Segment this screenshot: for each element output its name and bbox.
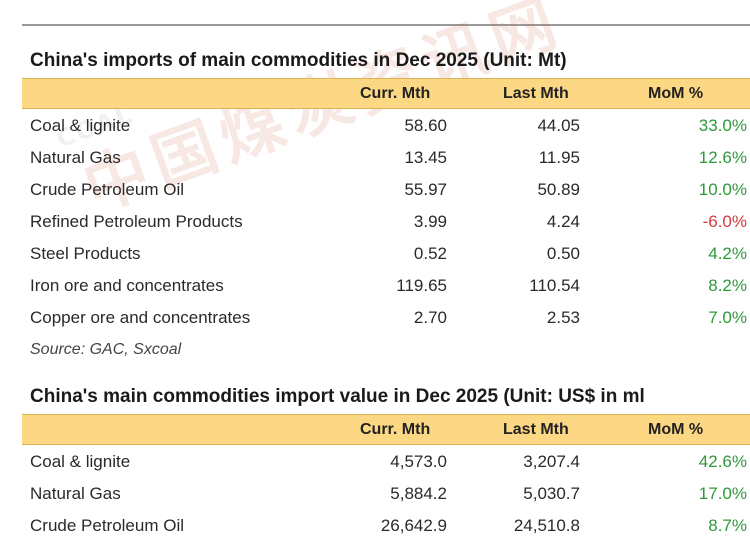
row-last-mth-value: 110.54 [529, 276, 580, 295]
row-curr-mth-value: 58.60 [404, 116, 447, 135]
row-last-mth-value: 4.24 [546, 212, 580, 231]
row-curr-mth-value: 26,642.9 [380, 516, 447, 535]
table2-header-curr-mth: Curr. Mth [360, 421, 431, 438]
row-last-mth-value: 3,207.4 [523, 452, 580, 471]
row-last-mth-value: 2.53 [546, 308, 580, 327]
row-commodity-name: Crude Petroleum Oil [30, 180, 185, 199]
row-commodity-name: Crude Petroleum Oil [30, 516, 185, 535]
table2-header-last-mth: Last Mth [503, 421, 569, 438]
row-mom-value: 4.2% [708, 244, 747, 263]
row-last-mth-value: 24,510.8 [513, 516, 580, 535]
table2-header: Curr. Mth Last Mth MoM % [22, 414, 750, 445]
row-mom-value: 8.2% [708, 276, 747, 295]
table-row: Refined Petroleum Products 3.99 4.24 -6.0% [22, 206, 750, 238]
top-rule [22, 24, 750, 26]
row-commodity-name: Iron ore and concentrates [30, 276, 224, 295]
row-curr-mth-value: 119.65 [396, 276, 447, 295]
table-row: Crude Petroleum Oil 55.97 50.89 10.0% [22, 174, 750, 206]
row-curr-mth-value: 0.52 [413, 244, 447, 263]
row-last-mth-value: 50.89 [537, 180, 580, 199]
row-mom-value: -6.0% [702, 212, 747, 231]
row-mom-value: 33.0% [698, 116, 747, 135]
row-commodity-name: Coal & lignite [30, 452, 131, 471]
table1-source: Source: GAC, Sxcoal [30, 341, 182, 358]
table-row: Natural Gas 13.45 11.95 12.6% [22, 142, 750, 174]
row-last-mth-value: 5,030.7 [523, 484, 580, 503]
table-row: Steel Products 0.52 0.50 4.2% [22, 238, 750, 270]
table-row: Iron ore and concentrates 119.65 110.54 8.2… [22, 270, 750, 302]
table1-header-last-mth: Last Mth [503, 85, 569, 102]
table1-header-mom: MoM % [648, 85, 704, 102]
row-commodity-name: Coal & lignite [30, 116, 131, 135]
table-row: Natural Gas 5,884.2 5,030.7 17.0% [22, 478, 750, 510]
row-mom-value: 17.0% [698, 484, 747, 503]
row-curr-mth-value: 55.97 [404, 180, 447, 199]
table1-header: Curr. Mth Last Mth MoM % [22, 78, 750, 109]
row-mom-value: 42.6% [698, 452, 747, 471]
row-mom-value: 12.6% [698, 148, 747, 167]
table1-header-curr-mth: Curr. Mth [360, 85, 431, 102]
table-row: Coal & lignite 58.60 44.05 33.0% [22, 110, 750, 142]
row-commodity-name: Natural Gas [30, 484, 121, 503]
row-curr-mth-value: 13.45 [404, 148, 447, 167]
row-curr-mth-value: 4,573.0 [390, 452, 447, 471]
table2-title: China's main commodities import value in… [30, 386, 645, 407]
table-row: Coal & lignite 4,573.0 3,207.4 42.6% [22, 446, 750, 478]
row-last-mth-value: 44.05 [537, 116, 580, 135]
row-last-mth-value: 11.95 [538, 148, 580, 167]
table-row: Copper ore and concentrates 2.70 2.53 7.0% [22, 302, 750, 334]
row-last-mth-value: 0.50 [546, 244, 580, 263]
row-commodity-name: Copper ore and concentrates [30, 308, 251, 327]
row-mom-value: 8.7% [708, 516, 747, 535]
row-commodity-name: Natural Gas [30, 148, 121, 167]
table2-header-mom: MoM % [648, 421, 704, 438]
table1-title: China's imports of main commodities in D… [30, 50, 567, 71]
row-mom-value: 7.0% [708, 308, 747, 327]
row-mom-value: 10.0% [698, 180, 747, 199]
table-row: Crude Petroleum Oil 26,642.9 24,510.8 8.7% [22, 510, 750, 542]
row-curr-mth-value: 2.70 [413, 308, 447, 327]
row-curr-mth-value: 3.99 [413, 212, 447, 231]
row-commodity-name: Refined Petroleum Products [30, 212, 243, 231]
row-curr-mth-value: 5,884.2 [390, 484, 447, 503]
row-commodity-name: Steel Products [30, 244, 141, 263]
